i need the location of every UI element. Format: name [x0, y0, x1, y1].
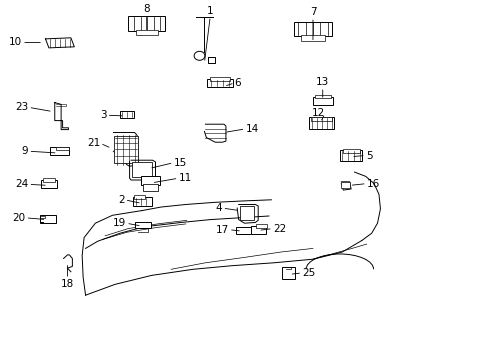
Bar: [50, 147, 69, 155]
Text: 16: 16: [366, 179, 379, 189]
Text: 18: 18: [61, 279, 74, 289]
Text: 7: 7: [309, 7, 316, 17]
Bar: [340, 150, 361, 161]
Bar: [235, 227, 251, 234]
Text: 24: 24: [15, 179, 28, 189]
Text: 22: 22: [272, 224, 285, 234]
Text: 25: 25: [302, 268, 315, 278]
Bar: [293, 22, 331, 36]
Text: 3: 3: [100, 110, 106, 120]
Text: 23: 23: [15, 102, 28, 112]
Text: 1: 1: [206, 6, 213, 16]
Bar: [314, 95, 330, 98]
Bar: [135, 222, 150, 228]
Bar: [43, 178, 55, 182]
Text: 13: 13: [315, 77, 329, 87]
Bar: [308, 117, 334, 129]
Text: 17: 17: [215, 225, 228, 235]
Bar: [56, 147, 69, 150]
Bar: [134, 195, 144, 199]
Bar: [131, 162, 152, 177]
Text: 6: 6: [234, 78, 241, 88]
Bar: [281, 267, 295, 279]
Bar: [256, 224, 266, 228]
Bar: [250, 226, 265, 234]
Text: 11: 11: [178, 173, 191, 183]
Bar: [133, 197, 152, 206]
Text: 21: 21: [87, 138, 100, 148]
Text: 20: 20: [12, 213, 25, 223]
Text: 4: 4: [215, 203, 222, 213]
Bar: [341, 182, 349, 188]
Bar: [141, 175, 160, 184]
Text: 19: 19: [113, 218, 126, 228]
Text: 2: 2: [118, 195, 124, 205]
Bar: [40, 215, 56, 223]
Bar: [41, 180, 57, 188]
Text: 15: 15: [173, 158, 186, 168]
Text: 10: 10: [9, 37, 22, 48]
Bar: [210, 77, 229, 81]
Bar: [135, 30, 157, 35]
Text: 5: 5: [365, 150, 372, 161]
Text: 12: 12: [311, 108, 325, 118]
Ellipse shape: [194, 51, 204, 60]
Bar: [342, 149, 359, 153]
Bar: [114, 136, 138, 163]
Bar: [312, 97, 332, 105]
Bar: [207, 79, 232, 87]
Bar: [120, 111, 134, 118]
Text: 14: 14: [245, 124, 258, 134]
Bar: [143, 184, 158, 191]
Bar: [300, 35, 325, 40]
Bar: [128, 16, 165, 31]
Bar: [239, 206, 254, 220]
Bar: [311, 117, 331, 121]
Text: 9: 9: [21, 146, 28, 156]
Text: 8: 8: [143, 4, 150, 14]
